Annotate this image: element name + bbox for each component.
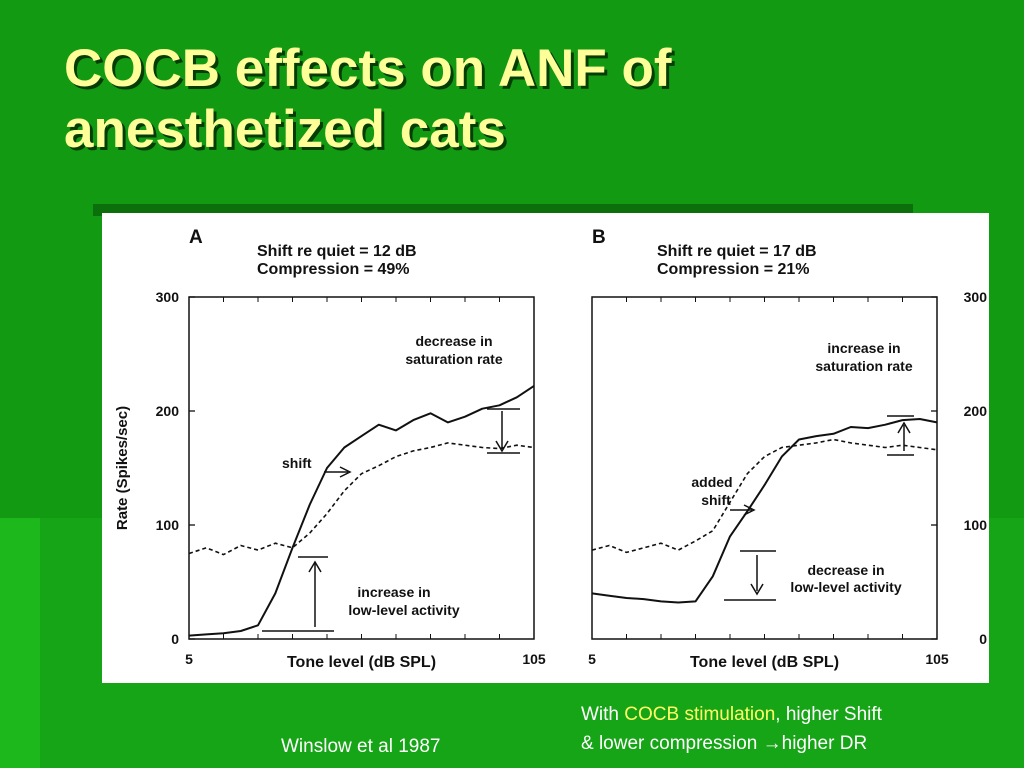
caption-part-1: With	[581, 704, 625, 725]
arrow-head	[339, 466, 352, 478]
series-line-dashed	[591, 438, 938, 554]
arrow-head	[743, 504, 756, 516]
annotation-label: shift	[701, 492, 731, 508]
annotation-label: low-level activity	[348, 602, 459, 618]
panel-header-shift: Shift re quiet = 12 dB	[257, 243, 417, 260]
panel-header-compression: Compression = 21%	[657, 261, 810, 278]
arrow-head	[495, 440, 509, 453]
figure-panel: A Shift re quiet = 12 dB Compression = 49%…	[102, 213, 989, 683]
x-axis-label: Tone level (dB SPL)	[287, 654, 436, 671]
caption-part-2: , higher Shift	[775, 704, 882, 725]
annotation-label: decrease in	[415, 333, 492, 349]
annotation-label: decrease in	[807, 562, 884, 578]
x-tick-label: 5	[588, 651, 596, 667]
arrow-icon: →	[762, 733, 782, 754]
title-line-2: anesthetized cats	[64, 100, 506, 159]
annotation-label: low-level activity	[790, 579, 901, 595]
annotation-label: increase in	[357, 584, 430, 600]
panel-header-shift: Shift re quiet = 17 dB	[657, 243, 817, 260]
arrow-head	[750, 583, 764, 596]
arrow-head	[897, 421, 911, 434]
x-tick-label: 105	[522, 651, 546, 667]
annotation-label: shift	[282, 455, 312, 471]
y-tick-label: 100	[156, 517, 180, 533]
annotation-label: saturation rate	[405, 351, 502, 367]
citation: Winslow et al 1987	[281, 736, 441, 757]
arrow-head	[308, 560, 322, 573]
y-tick-label: 100	[964, 517, 988, 533]
series-line-solid	[188, 385, 535, 637]
caption-line-2-end: higher DR	[781, 733, 868, 754]
annotation-label: saturation rate	[815, 358, 912, 374]
y-axis-label: Rate (Spikes/sec)	[114, 406, 131, 530]
series-line-solid	[591, 418, 938, 604]
panel-letter: A	[189, 227, 203, 248]
x-tick-label: 105	[925, 651, 949, 667]
y-tick-label: 300	[964, 289, 988, 305]
y-tick-label: 0	[979, 631, 987, 647]
x-tick-label: 5	[185, 651, 193, 667]
annotation-label: added	[691, 474, 732, 490]
y-tick-label: 200	[964, 403, 988, 419]
caption: With COCB stimulation, higher Shift & lo…	[581, 700, 1001, 758]
annotation-label: increase in	[827, 340, 900, 356]
slide-title: COCB effects on ANF of anesthetized cats	[64, 38, 964, 160]
title-line-1: COCB effects on ANF of	[64, 39, 672, 98]
caption-highlight: COCB stimulation	[624, 704, 776, 725]
x-axis-label: Tone level (dB SPL)	[690, 654, 839, 671]
y-tick-label: 200	[156, 403, 180, 419]
y-tick-label: 0	[171, 631, 179, 647]
caption-line-2: & lower compression	[581, 733, 763, 754]
panel-header-compression: Compression = 49%	[257, 261, 410, 278]
series-line-dashed	[188, 442, 535, 556]
y-tick-label: 300	[156, 289, 180, 305]
background-accent	[0, 518, 40, 768]
panel-letter: B	[592, 227, 606, 248]
